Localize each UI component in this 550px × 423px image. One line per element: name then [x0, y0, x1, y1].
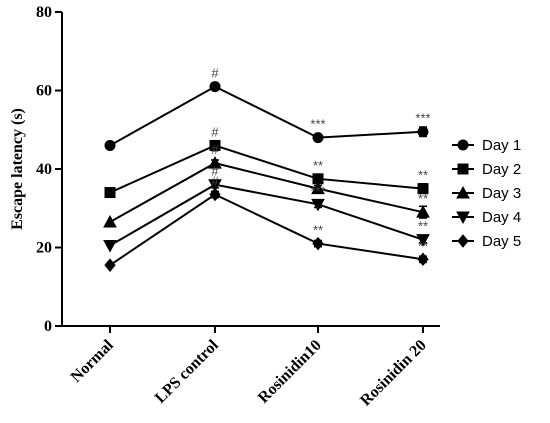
data-point — [208, 156, 222, 169]
series-day-1: # *** *** — [104, 66, 431, 151]
chart-series: #*** ***#****#**#*****#**** — [103, 66, 431, 272]
data-point — [417, 126, 429, 138]
series-day-4: #***** — [103, 164, 430, 253]
data-point — [103, 240, 117, 253]
legend-marker — [457, 139, 469, 151]
chart-axes: 0 20 40 60 80 Normal LPS control Rosinidin10 Ros… — [9, 4, 440, 410]
x-tick-label: Normal — [68, 336, 117, 385]
x-tick-label: Rosinidin 20 — [357, 337, 430, 410]
data-point — [417, 252, 429, 267]
series-line — [109, 183, 424, 247]
x-tick-label: Rosinidin10 — [255, 337, 325, 407]
data-point — [311, 198, 325, 212]
series-line — [109, 85, 424, 147]
y-tick-label: 60 — [36, 83, 52, 100]
series-day-2: # ** ** — [104, 124, 429, 199]
significance-label: ** — [313, 158, 323, 173]
legend-label: Day 1 — [482, 137, 521, 154]
significance-label: # — [211, 174, 219, 189]
x-tick-label: LPS control — [152, 336, 222, 406]
y-tick-label: 0 — [44, 318, 52, 335]
data-point — [104, 258, 116, 272]
legend-label: Day 2 — [482, 161, 521, 178]
series-day-3: # ** — [103, 142, 430, 228]
data-point — [209, 187, 221, 202]
y-tick-label: 80 — [36, 4, 52, 21]
data-point — [311, 181, 325, 195]
series-line — [109, 162, 424, 223]
legend-marker — [457, 163, 469, 175]
data-point — [209, 139, 221, 151]
significance-label: ** — [418, 191, 428, 206]
series-line — [109, 144, 424, 194]
significance-label: ** — [418, 238, 428, 253]
legend-marker — [457, 234, 469, 248]
significance-label: *** — [310, 117, 325, 132]
data-point — [416, 205, 430, 218]
significance-label: *** — [415, 111, 430, 126]
y-tick-label: 20 — [36, 240, 52, 257]
significance-label: ** — [313, 223, 323, 238]
legend-label: Day 3 — [482, 185, 521, 202]
y-tick-label: 40 — [36, 161, 52, 178]
significance-label: # — [211, 164, 219, 179]
legend-marker — [456, 185, 470, 199]
data-point — [104, 187, 116, 199]
data-point — [104, 139, 116, 151]
data-point — [417, 183, 429, 195]
legend-item: Day 3 — [452, 185, 521, 202]
significance-label: # — [211, 124, 219, 139]
significance-label: ** — [418, 168, 428, 183]
data-point — [416, 234, 430, 247]
legend-item: Day 4 — [452, 209, 521, 226]
data-point — [312, 236, 324, 251]
data-point — [208, 179, 222, 192]
data-point — [209, 81, 221, 93]
significance-label: ** — [418, 219, 428, 234]
data-point — [312, 132, 324, 144]
significance-label: # — [211, 142, 219, 157]
series-line — [109, 193, 424, 266]
legend-label: Day 4 — [482, 209, 521, 226]
legend-marker — [456, 211, 470, 225]
legend-item: Day 1 — [452, 137, 521, 154]
chart-legend: Day 1 Day 2 Day 3 Day 4 Day 5 — [452, 137, 521, 250]
legend-item: Day 2 — [452, 161, 521, 178]
y-axis-label: Escape latency (s) — [9, 108, 26, 230]
legend-item: Day 5 — [452, 233, 521, 250]
series-day-5: # ** ** — [104, 174, 429, 272]
significance-label: *** — [310, 183, 325, 198]
significance-label: # — [211, 66, 219, 81]
legend-label: Day 5 — [482, 233, 521, 250]
data-point — [103, 214, 117, 228]
